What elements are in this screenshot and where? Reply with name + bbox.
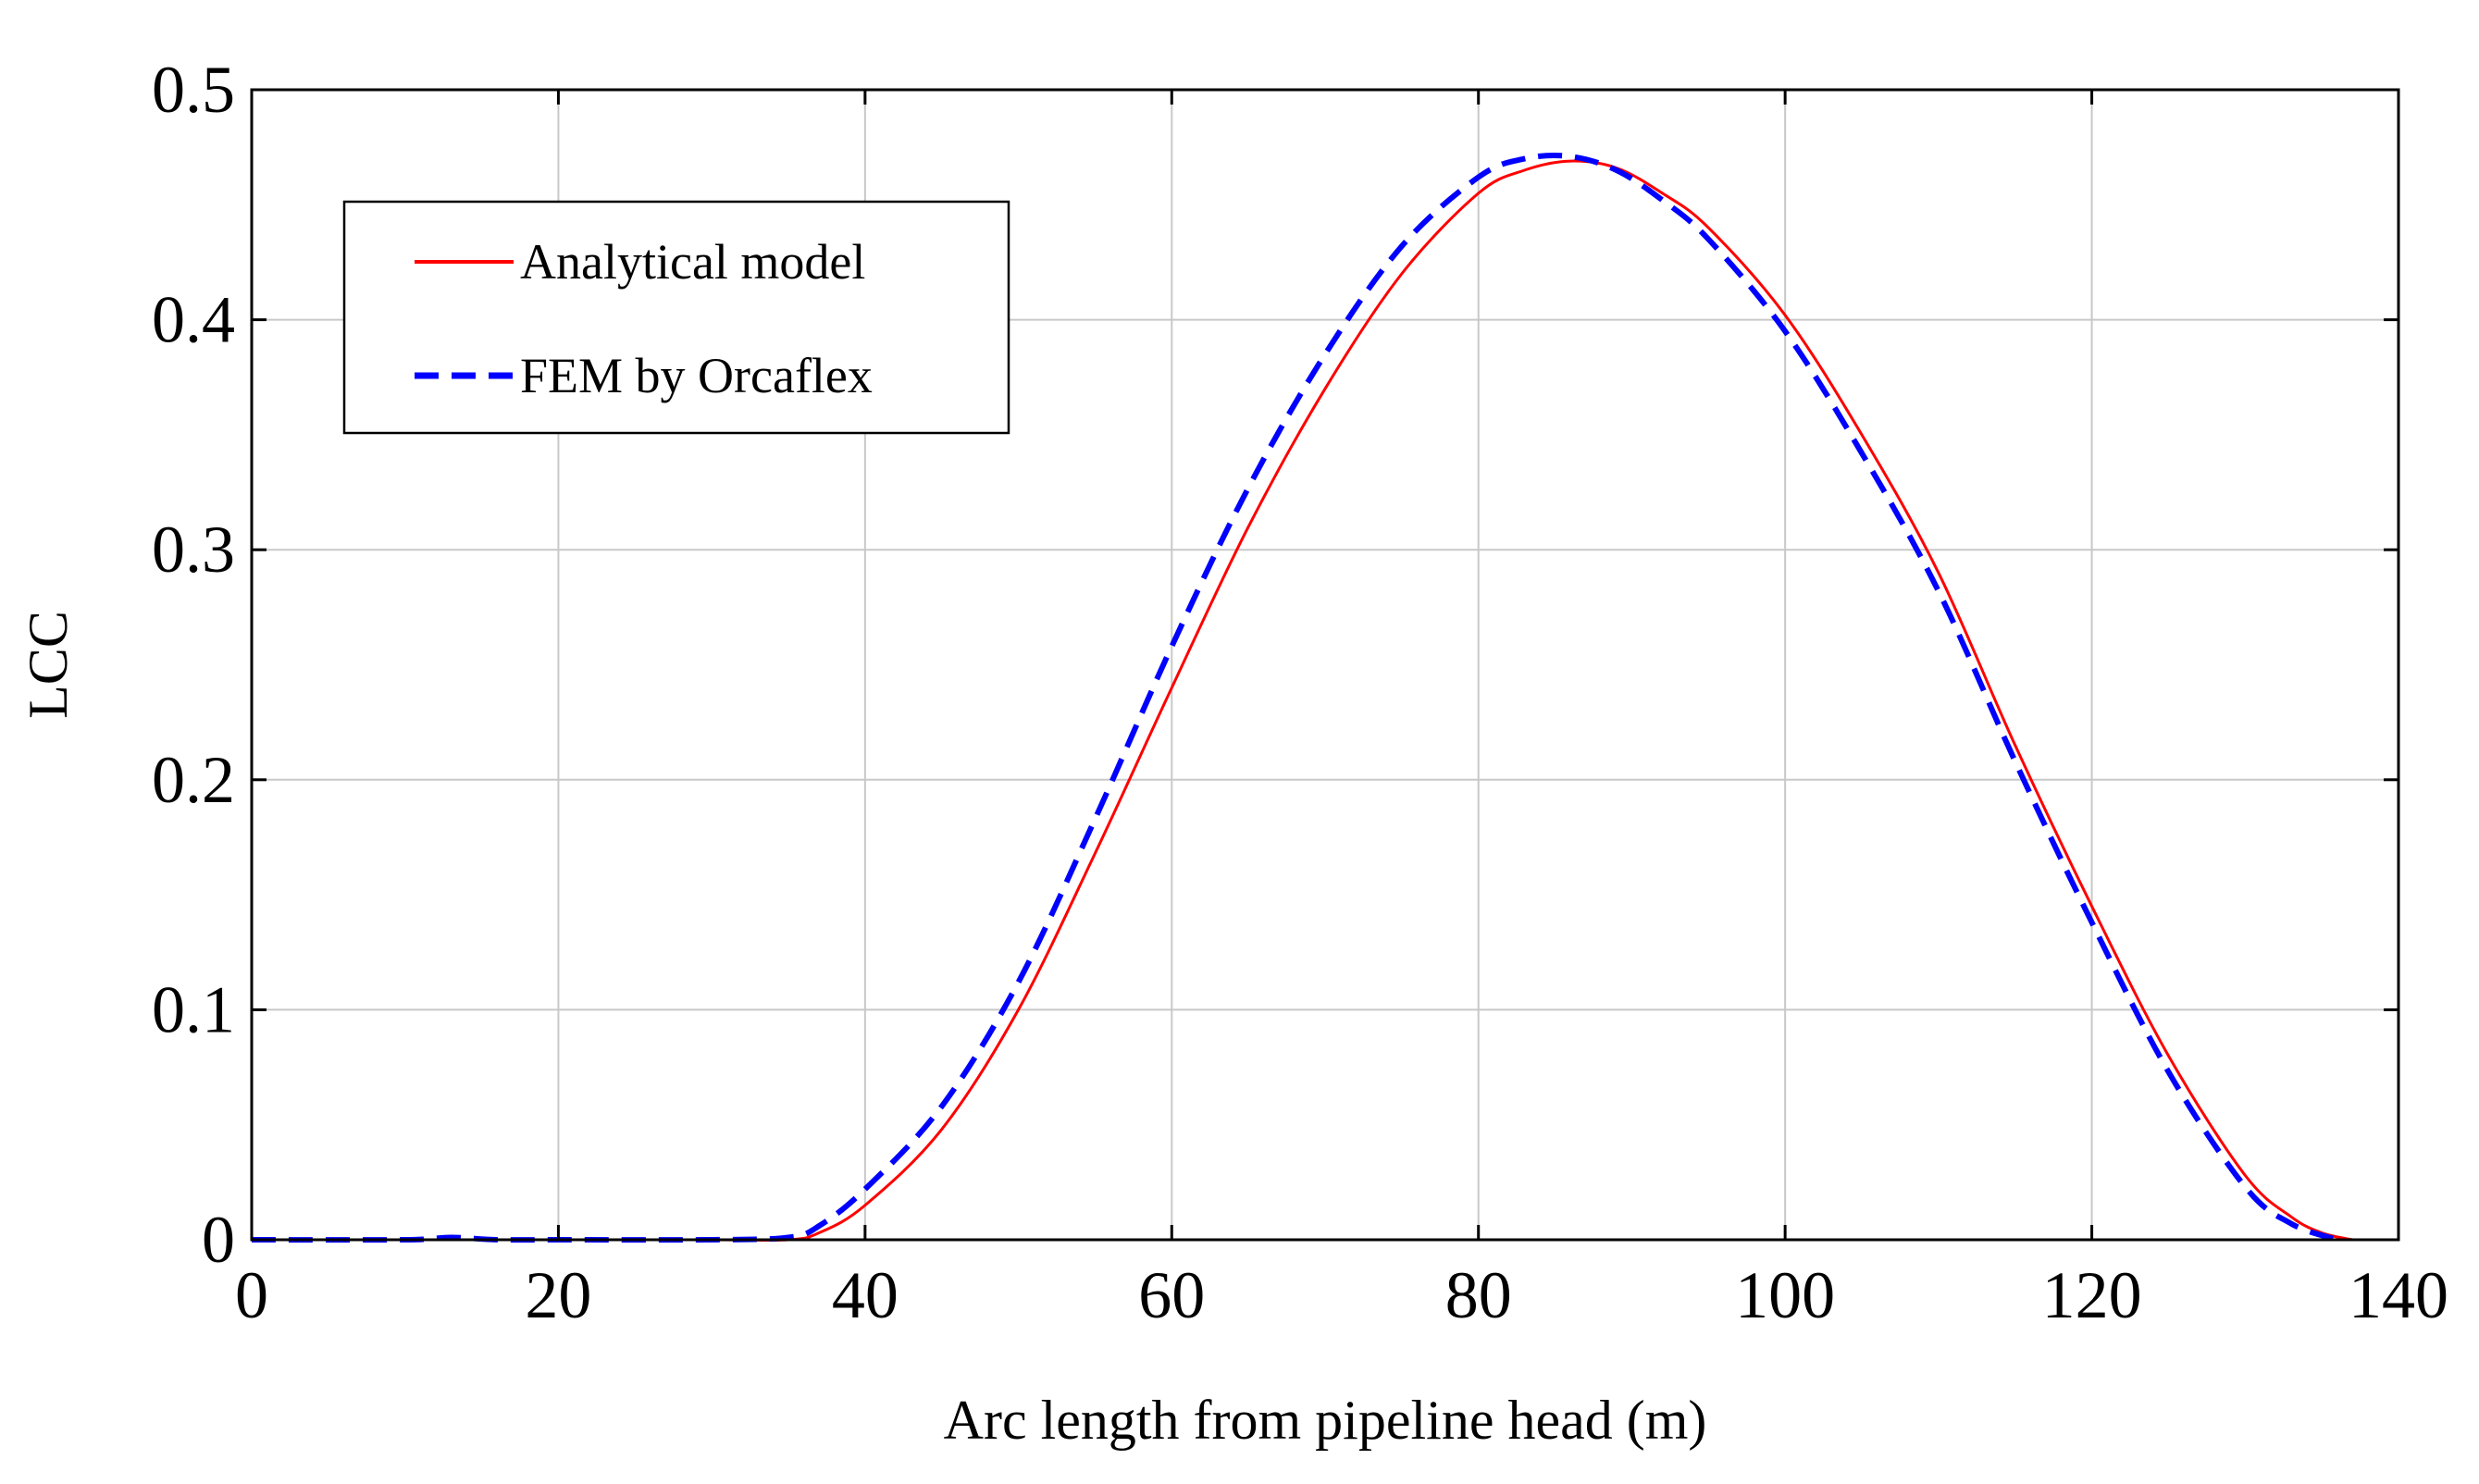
x-tick-label: 0 (235, 1258, 268, 1332)
x-tick-label: 20 (525, 1258, 591, 1332)
x-tick-label: 140 (2349, 1258, 2448, 1332)
x-tick-label: 120 (2042, 1258, 2142, 1332)
grid-lines (252, 90, 2398, 1240)
x-tick-label: 60 (1138, 1258, 1205, 1332)
y-tick-label: 0.4 (152, 283, 235, 357)
x-tick-label: 100 (1735, 1258, 1835, 1332)
x-tick-label: 40 (832, 1258, 899, 1332)
x-axis-title: Arc length from pipeline head (m) (944, 1390, 1707, 1451)
y-tick-label: 0 (202, 1203, 235, 1277)
y-tick-label: 0.3 (152, 513, 235, 587)
legend-label-analytical: Analytical model (520, 234, 865, 290)
y-axis-title: LCC (18, 611, 79, 719)
legend-label-fem: FEM by Orcaflex (520, 348, 873, 403)
legend-box (342, 200, 1010, 435)
x-tick-label: 80 (1445, 1258, 1512, 1332)
legend: Analytical model FEM by Orcaflex (342, 200, 1010, 435)
series-line-analytical (252, 159, 2353, 1243)
x-tick-labels: 0 20 40 60 80 100 120 140 (235, 1258, 2448, 1332)
y-tick-labels: 0 0.1 0.2 0.3 0.4 0.5 (152, 53, 235, 1277)
plot-frame (250, 88, 2400, 1242)
y-tick-label: 0.5 (152, 53, 235, 127)
y-tick-label: 0.2 (152, 743, 235, 817)
axis-ticks (250, 88, 2400, 1242)
y-tick-label: 0.1 (152, 972, 235, 1046)
